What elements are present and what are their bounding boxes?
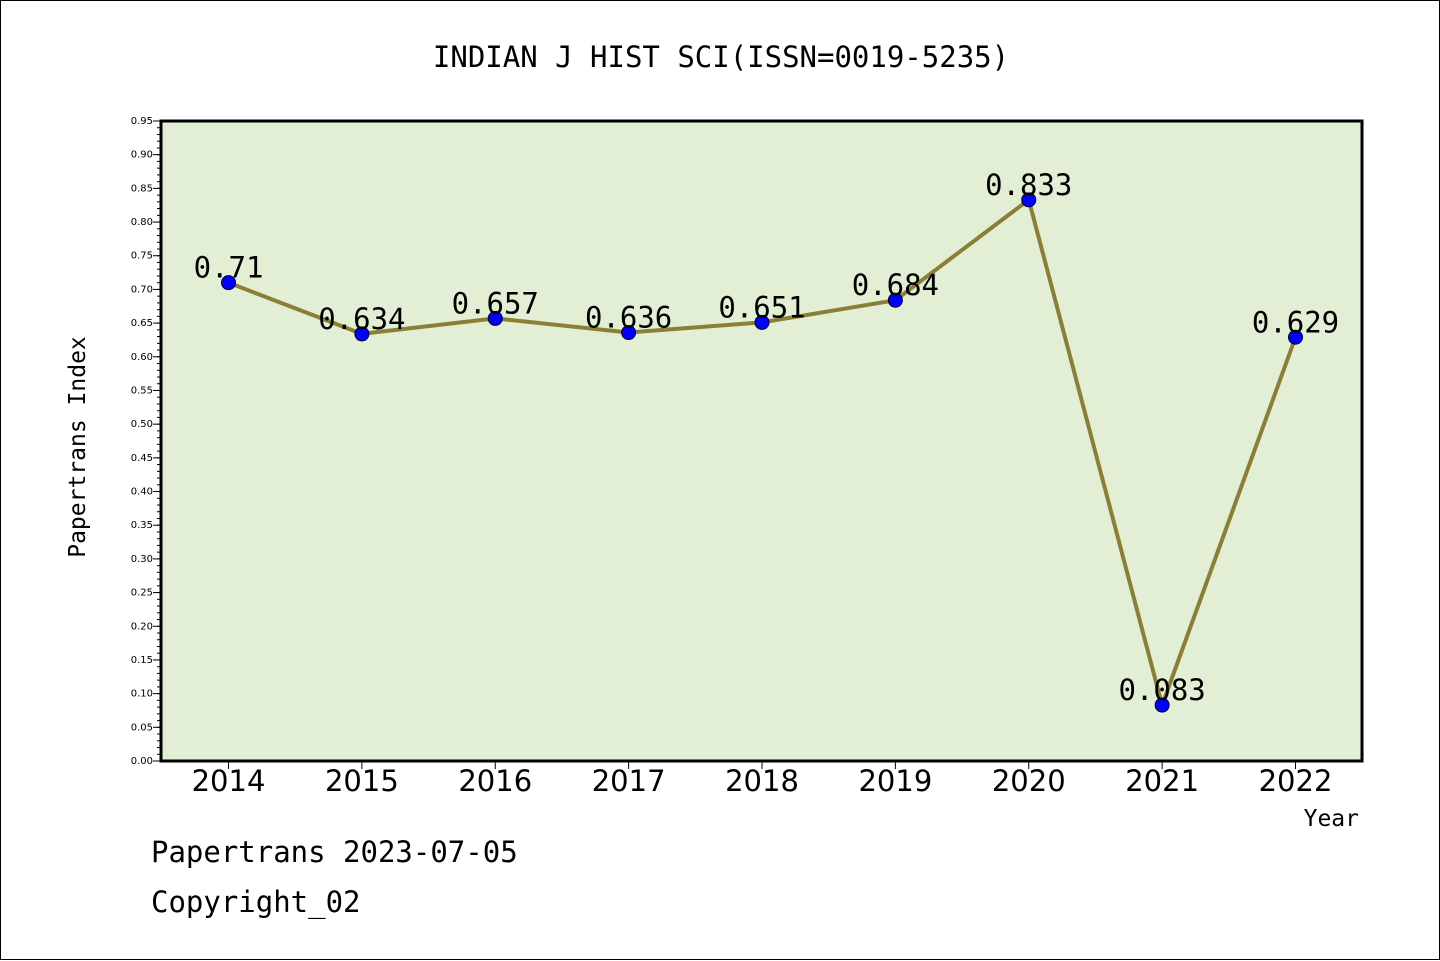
data-label: 0.636	[585, 301, 672, 335]
y-tick-label: 0.95	[131, 116, 153, 127]
footer-copyright: Copyright_02	[151, 885, 361, 919]
y-tick-label: 0.80	[131, 217, 153, 228]
data-point	[621, 325, 637, 341]
x-tick-label: 2016	[458, 764, 532, 798]
plot-border	[159, 119, 1364, 763]
y-tick-label: 0.25	[131, 588, 153, 599]
y-tick-label: 0.50	[131, 419, 153, 430]
x-tick-label: 2018	[725, 764, 799, 798]
series-markers	[221, 192, 1303, 713]
x-axis-title: Year	[1304, 806, 1359, 832]
data-label: 0.657	[452, 286, 539, 320]
chart-title: INDIAN J HIST SCI(ISSN=0019-5235)	[433, 40, 1009, 74]
x-tick-labels: 2014 2015 2016 2017 2018 2019 2020 2021 2022	[192, 764, 1333, 798]
data-label: 0.629	[1252, 305, 1339, 339]
x-tick-label: 2015	[325, 764, 399, 798]
y-tick-label: 0.30	[131, 554, 153, 565]
data-point	[887, 292, 903, 308]
y-tick-labels: 0.00 0.05 0.10 0.15 0.20 0.25 0.30 0.35 0.40 0.45…	[131, 116, 153, 767]
x-tick-label: 2017	[592, 764, 666, 798]
data-point	[1288, 329, 1303, 345]
data-point	[1021, 192, 1037, 208]
x-tick-label: 2021	[1125, 764, 1199, 798]
data-label: 0.634	[318, 302, 405, 336]
x-tick-label: 2019	[858, 764, 932, 798]
y-tick-label: 0.65	[131, 318, 153, 329]
data-label: 0.833	[985, 168, 1072, 202]
data-label: 0.651	[718, 290, 805, 324]
data-label: 0.71	[194, 251, 264, 285]
data-point	[754, 314, 770, 330]
y-tick-label: 0.15	[131, 655, 153, 666]
x-tick-label: 2020	[992, 764, 1066, 798]
data-point	[1154, 697, 1170, 713]
y-tick-label: 0.70	[131, 284, 153, 295]
data-point	[487, 310, 503, 326]
data-point	[354, 326, 370, 342]
y-tick-label: 0.85	[131, 183, 153, 194]
y-tick-label: 0.90	[131, 150, 153, 161]
data-label: 0.083	[1118, 673, 1205, 707]
y-axis-title: Papertrans Index	[65, 336, 91, 558]
footer-source: Papertrans 2023-07-05	[151, 835, 518, 869]
y-tick-label: 0.00	[131, 756, 153, 767]
y-tick-label: 0.60	[131, 352, 153, 363]
data-point	[221, 275, 236, 291]
data-labels: 0.71 0.634 0.657 0.636 0.651 0.684 0.833 0.083 0…	[194, 168, 1340, 707]
y-tick-label: 0.35	[131, 520, 153, 531]
x-tick-label: 2022	[1259, 764, 1333, 798]
y-tick-label: 0.40	[131, 487, 153, 498]
plot-area	[161, 121, 1362, 761]
y-tick-label: 0.20	[131, 621, 153, 632]
y-tick-label: 0.10	[131, 689, 153, 700]
data-label: 0.684	[852, 268, 939, 302]
y-tick-label: 0.75	[131, 251, 153, 262]
y-tick-label: 0.45	[131, 453, 153, 464]
y-tick-label: 0.05	[131, 722, 153, 733]
y-tick-label: 0.55	[131, 385, 153, 396]
x-tick-label: 2014	[192, 764, 266, 798]
